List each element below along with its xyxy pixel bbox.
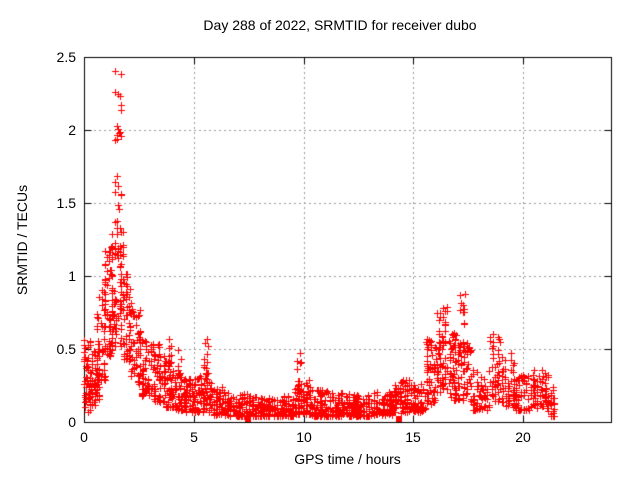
- y-tick-label: 2.5: [56, 49, 76, 65]
- x-tick-label: 0: [80, 429, 88, 445]
- y-tick-label: 0.5: [56, 341, 76, 357]
- y-tick-label: 2: [68, 122, 76, 138]
- y-tick-label: 1: [68, 268, 76, 284]
- x-tick-label: 15: [405, 429, 421, 445]
- x-tick-label: 5: [190, 429, 198, 445]
- y-tick-label: 1.5: [56, 195, 76, 211]
- x-tick-label: 20: [515, 429, 531, 445]
- y-tick-label: 0: [68, 414, 76, 430]
- chart-title: Day 288 of 2022, SRMTID for receiver dub…: [203, 17, 477, 33]
- x-tick-label: 10: [296, 429, 312, 445]
- x-axis-label: GPS time / hours: [294, 451, 401, 467]
